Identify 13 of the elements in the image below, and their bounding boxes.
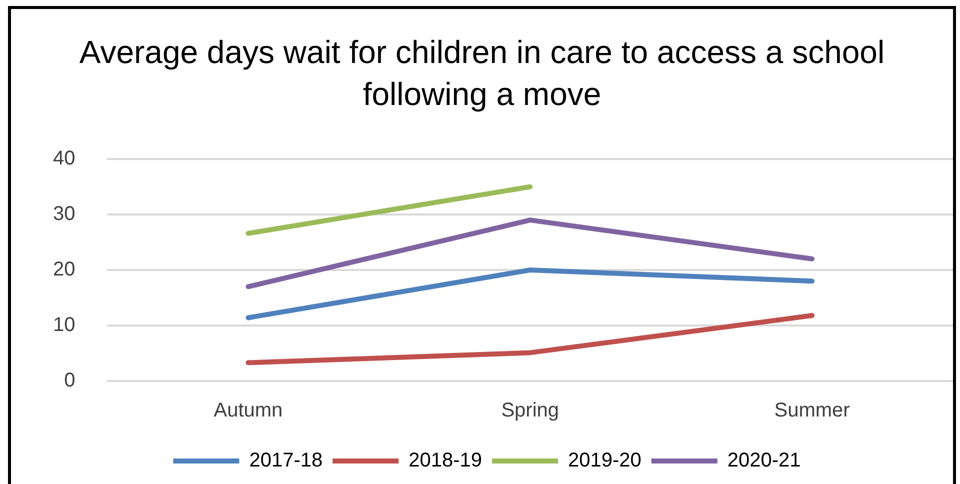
y-tick-label: 20 <box>52 258 76 281</box>
chart-title: Average days wait for children in care to access a school following a move <box>78 33 886 114</box>
legend-label: 2020-21 <box>727 450 801 472</box>
y-tick-label: 10 <box>52 314 76 336</box>
legend-label: 2017-18 <box>249 450 323 472</box>
legend-label: 2018-19 <box>408 450 482 472</box>
x-tick-label: Autumn <box>214 400 283 422</box>
y-tick-label: 0 <box>64 370 76 392</box>
x-tick-label: Spring <box>501 400 560 422</box>
legend-label: 2019-20 <box>568 450 642 472</box>
x-tick-label: Summer <box>774 400 850 422</box>
y-tick-label: 30 <box>52 203 76 226</box>
y-tick-label: 40 <box>52 148 76 170</box>
